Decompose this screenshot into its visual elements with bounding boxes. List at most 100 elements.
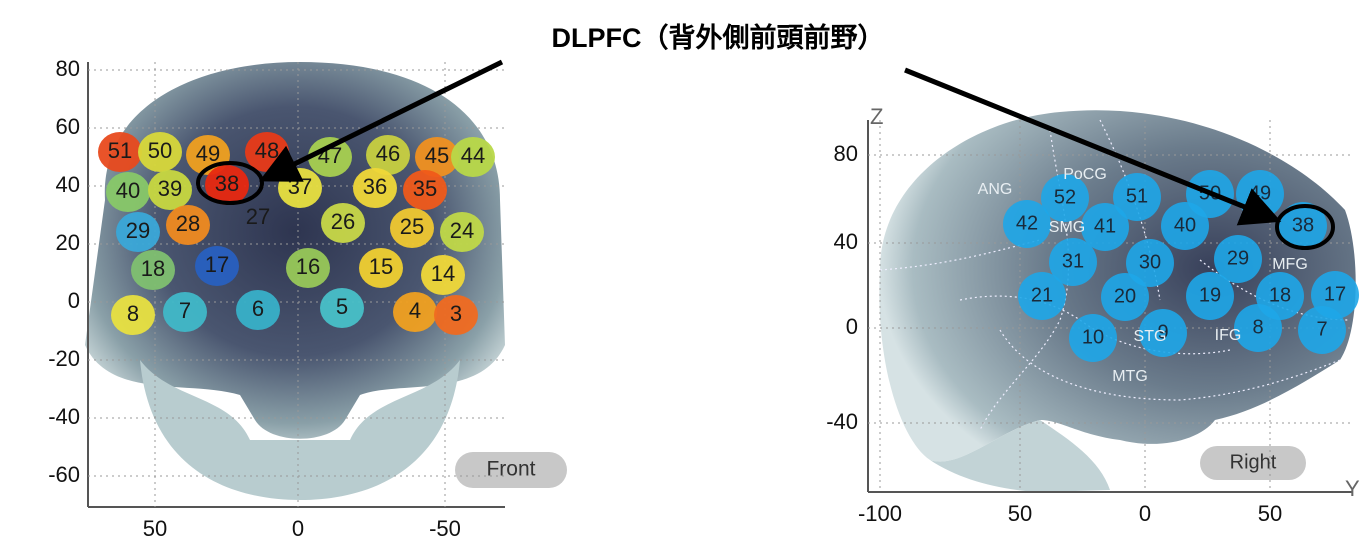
pointer-arrow bbox=[259, 59, 504, 182]
channel-label: 7 bbox=[1316, 318, 1327, 340]
title: DLPFC（背外側前頭前野） bbox=[552, 22, 885, 53]
channel-label: 31 bbox=[1062, 250, 1084, 272]
y-tick-label: 50 bbox=[1258, 501, 1282, 526]
channel-label: 40 bbox=[116, 178, 140, 203]
z-tick-label: 80 bbox=[834, 141, 858, 166]
channel-spot bbox=[403, 170, 447, 210]
x-tick-label: -50 bbox=[429, 516, 461, 541]
channel-spot bbox=[1126, 239, 1174, 287]
channel-spot bbox=[321, 203, 365, 243]
x-tick-label: 50 bbox=[143, 516, 167, 541]
z-tick-label: -40 bbox=[826, 409, 858, 434]
channel-label: 38 bbox=[1292, 214, 1314, 236]
channel-spot bbox=[236, 290, 280, 330]
axis-name: Z bbox=[870, 104, 883, 129]
y-tick-label: 0 bbox=[1139, 501, 1151, 526]
channel-label: 45 bbox=[425, 143, 449, 168]
channel-spot bbox=[1049, 238, 1097, 286]
channel-spot bbox=[205, 165, 249, 205]
region-label: IFG bbox=[1215, 327, 1242, 344]
y-tick-label: -20 bbox=[48, 346, 80, 371]
channel-spot bbox=[286, 248, 330, 288]
channel-label: 27 bbox=[246, 204, 270, 229]
channel-label: 17 bbox=[1324, 283, 1346, 305]
channel-label: 50 bbox=[148, 138, 172, 163]
pointer-arrow bbox=[904, 67, 1282, 226]
highlight-ring bbox=[1275, 204, 1335, 250]
channel-spot bbox=[98, 132, 142, 172]
channel-spot bbox=[1018, 272, 1066, 320]
channel-label: 17 bbox=[205, 252, 229, 277]
channel-spot bbox=[1139, 309, 1187, 357]
channel-label: 10 bbox=[1082, 326, 1104, 348]
channel-spot bbox=[1101, 273, 1149, 321]
channel-spot bbox=[366, 135, 410, 175]
x-tick-label: 0 bbox=[292, 516, 304, 541]
z-tick-label: 0 bbox=[846, 314, 858, 339]
channel-label: 40 bbox=[1174, 214, 1196, 236]
channel-label: 18 bbox=[141, 256, 165, 281]
y-tick-label: 50 bbox=[1008, 501, 1032, 526]
region-label: MTG bbox=[1112, 368, 1148, 385]
channel-label: 7 bbox=[179, 298, 191, 323]
channel-label: 18 bbox=[1269, 284, 1291, 306]
channel-spot bbox=[1003, 200, 1051, 248]
channel-label: 35 bbox=[413, 176, 437, 201]
channel-spot bbox=[138, 132, 182, 172]
channel-spot bbox=[195, 246, 239, 286]
channel-spot bbox=[1041, 174, 1089, 222]
channel-label: 28 bbox=[176, 211, 200, 236]
channel-spot bbox=[1113, 173, 1161, 221]
y-tick-label: -100 bbox=[858, 501, 902, 526]
channel-spot bbox=[111, 295, 155, 335]
channel-spot bbox=[1081, 203, 1129, 251]
annotations bbox=[196, 59, 1335, 250]
channel-spot bbox=[421, 255, 465, 295]
view-badge bbox=[1200, 446, 1306, 480]
channel-label: 6 bbox=[252, 296, 264, 321]
region-label: SMG bbox=[1049, 219, 1085, 236]
channel-label: 20 bbox=[1114, 285, 1136, 307]
channel-spot bbox=[148, 170, 192, 210]
y-tick-label: -40 bbox=[48, 404, 80, 429]
region-label: ANG bbox=[978, 181, 1013, 198]
channel-label: 8 bbox=[1252, 316, 1263, 338]
y-tick-label: 60 bbox=[56, 114, 80, 139]
channel-spot bbox=[434, 295, 478, 335]
channel-label: 51 bbox=[108, 138, 132, 163]
channel-label: 52 bbox=[1054, 186, 1076, 208]
channel-label: 42 bbox=[1016, 212, 1038, 234]
channel-label: 19 bbox=[1199, 284, 1221, 306]
y-tick-label: 80 bbox=[56, 56, 80, 81]
right-panel: Z Y Right 80400-40-100500505251504942414… bbox=[826, 104, 1360, 526]
channel-spot bbox=[1234, 304, 1282, 352]
channel-label: 44 bbox=[461, 143, 485, 168]
channel-label: 51 bbox=[1126, 185, 1148, 207]
channel-label: 8 bbox=[127, 301, 139, 326]
channel-label: 36 bbox=[363, 174, 387, 199]
channel-spot bbox=[353, 168, 397, 208]
channel-spot bbox=[390, 208, 434, 248]
channel-label: 41 bbox=[1094, 215, 1116, 237]
channel-spot bbox=[1298, 306, 1346, 354]
view-label: Right bbox=[1230, 451, 1277, 473]
channel-label: 14 bbox=[431, 261, 455, 286]
channel-spot bbox=[451, 137, 495, 177]
brain-front-lower bbox=[140, 360, 460, 500]
channel-spot bbox=[359, 248, 403, 288]
channel-label: 37 bbox=[288, 174, 312, 199]
y-tick-label: 0 bbox=[68, 288, 80, 313]
channel-label: 3 bbox=[450, 301, 462, 326]
y-tick-label: -60 bbox=[48, 462, 80, 487]
channel-label: 16 bbox=[296, 254, 320, 279]
channel-spot bbox=[393, 292, 437, 332]
channel-label: 49 bbox=[1249, 182, 1271, 204]
channel-label: 25 bbox=[400, 214, 424, 239]
channel-label: 26 bbox=[331, 209, 355, 234]
channel-spot bbox=[131, 250, 175, 290]
channel-spot bbox=[440, 212, 484, 252]
channel-label: 9 bbox=[1157, 321, 1168, 343]
region-label: PoCG bbox=[1063, 166, 1107, 183]
channel-label: 48 bbox=[255, 138, 279, 163]
